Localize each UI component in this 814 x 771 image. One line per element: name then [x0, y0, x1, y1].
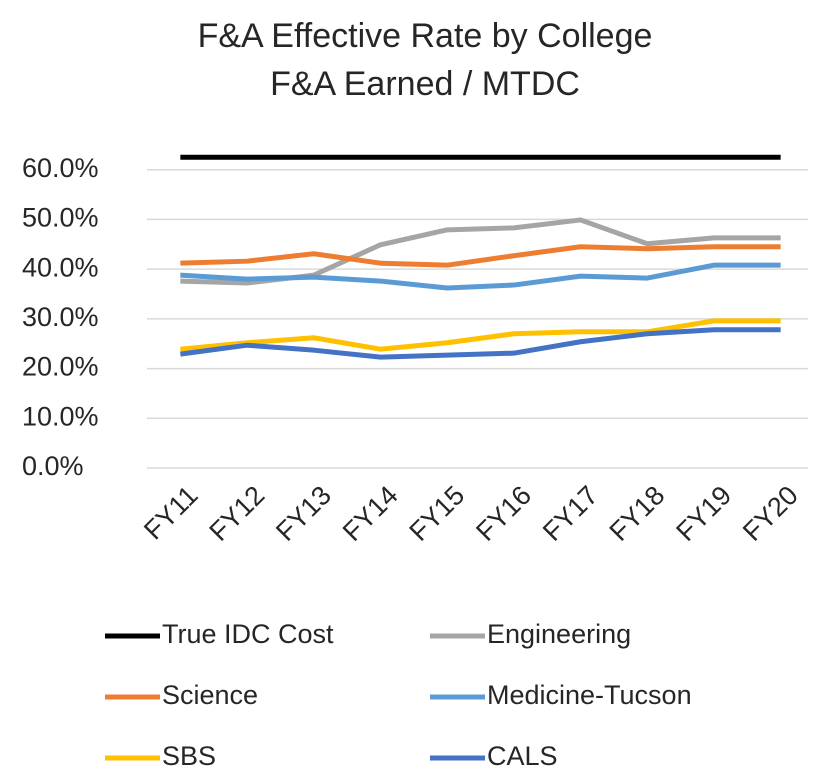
chart-subtitle: F&A Earned / MTDC: [270, 65, 580, 103]
legend-label: Medicine-Tucson: [487, 680, 692, 710]
y-tick-label: 30.0%: [22, 302, 99, 332]
y-tick-label: 0.0%: [22, 451, 84, 481]
x-tick-label: FY13: [270, 480, 337, 547]
legend-label: CALS: [487, 741, 558, 771]
x-tick-label: FY15: [404, 480, 471, 547]
series-line: [180, 217, 781, 286]
series-line: [180, 327, 781, 360]
chart-title: F&A Effective Rate by College: [198, 17, 653, 55]
y-tick-label: 10.0%: [22, 401, 99, 431]
legend-label: Engineering: [487, 619, 631, 649]
x-tick-label: FY18: [604, 480, 671, 547]
x-tick-label: FY20: [737, 480, 804, 547]
legend-label: True IDC Cost: [162, 619, 334, 649]
y-tick-label: 50.0%: [22, 203, 99, 233]
y-tick-label: 20.0%: [22, 352, 99, 382]
x-tick-label: FY17: [537, 480, 604, 547]
x-tick-label: FY14: [337, 480, 404, 547]
x-tick-label: FY11: [138, 480, 203, 545]
series-line: [180, 244, 781, 268]
series-line: [180, 262, 781, 291]
y-tick-label: 60.0%: [22, 153, 99, 183]
x-tick-label: FY12: [203, 480, 270, 547]
series-line: [180, 318, 781, 352]
x-tick-label: FY19: [670, 480, 737, 547]
x-tick-label: FY16: [470, 480, 537, 547]
y-tick-label: 40.0%: [22, 252, 99, 282]
legend-label: Science: [162, 680, 258, 710]
legend-label: SBS: [162, 741, 216, 771]
